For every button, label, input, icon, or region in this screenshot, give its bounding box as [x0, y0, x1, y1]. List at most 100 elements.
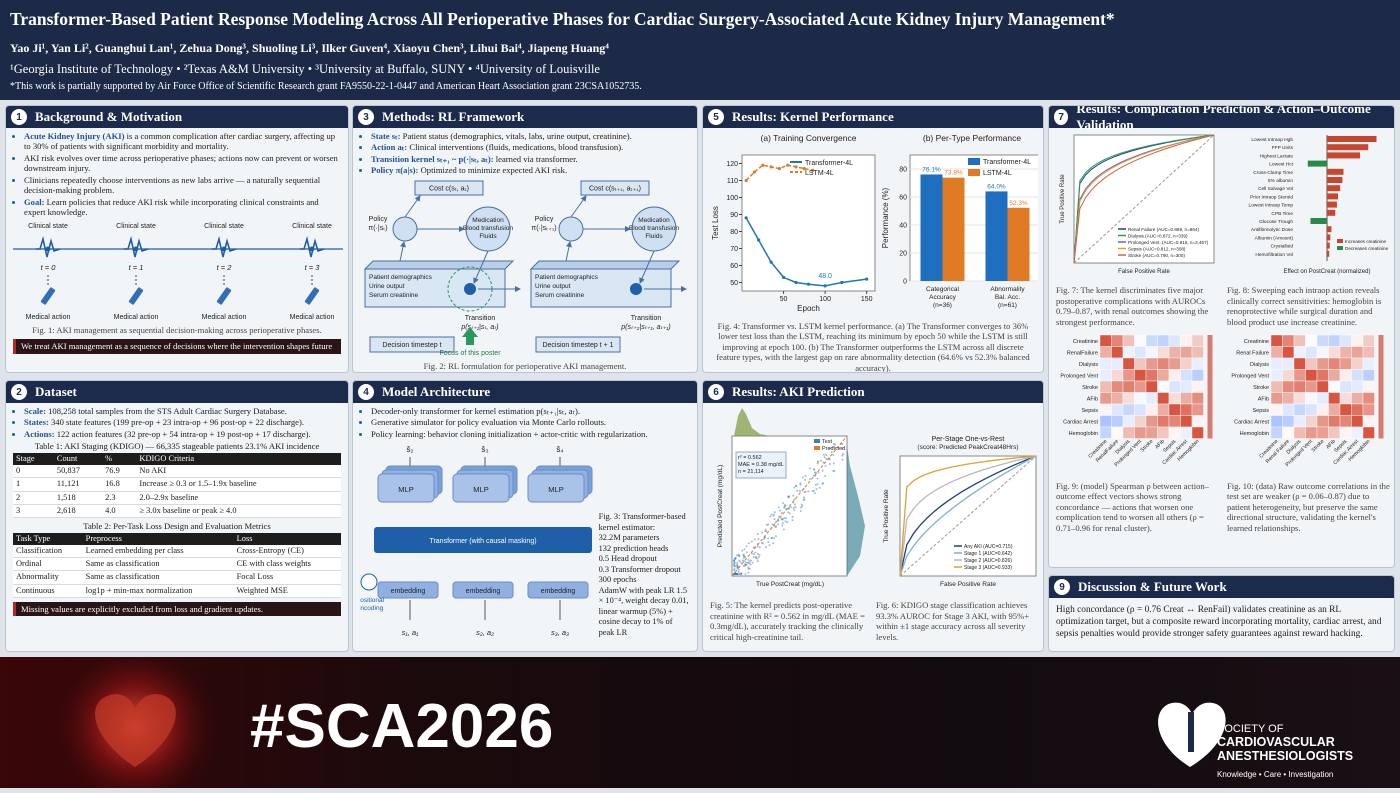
- x-tick-label: 50: [780, 296, 788, 303]
- row-label: Cardiac Arrest: [1063, 420, 1098, 426]
- chance-line: [899, 455, 1037, 577]
- mlp-box: [452, 473, 510, 503]
- caption: Fig. 2: RL formulation for perioperative…: [423, 360, 627, 371]
- bullet: Decoder-only transformer for kernel esti…: [371, 406, 690, 416]
- scatter-point: [736, 573, 739, 575]
- heatmap-cell: [1134, 358, 1147, 371]
- scatter-point: [774, 535, 777, 538]
- x-axis-label: Effect on PostCreat (normalized): [1284, 269, 1371, 275]
- scatter-point: [814, 483, 817, 486]
- y-tick-label: 20: [899, 251, 907, 258]
- x-axis-label: True PostCreat (mg/dL): [756, 581, 824, 588]
- scatter-point: [767, 541, 770, 544]
- bar-label: CPB Time: [1271, 211, 1293, 217]
- bar: [1327, 185, 1341, 192]
- bullet-text: Optimized to minimize expected AKI risk.: [418, 165, 568, 176]
- society-name: ANESTHESIOLOGISTS: [1217, 749, 1353, 763]
- scatter-point: [781, 518, 784, 521]
- callout: Missing values are explicitly excluded f…: [13, 601, 341, 617]
- scatter-point: [777, 506, 780, 509]
- panel-body: High concordance (ρ = 0.76 Creat ↔ RenFa…: [1049, 598, 1394, 644]
- scatter-point: [818, 486, 821, 489]
- embedding-label: embedding: [466, 588, 501, 595]
- scatter-point: [821, 469, 824, 472]
- heatmap-cell: [1316, 392, 1329, 405]
- point: [744, 178, 748, 183]
- scatter-point: [803, 490, 806, 493]
- cell: Continuous: [13, 584, 83, 598]
- mlp-label: MLP: [473, 485, 488, 494]
- panel-body: State sₜ: Patient status (demographics, …: [353, 128, 697, 372]
- heatmap-cell: [1134, 335, 1147, 348]
- cell: 16.8: [102, 477, 137, 492]
- heatmap-cell: [1339, 415, 1352, 428]
- heatmap-cell: [1122, 404, 1135, 417]
- scatter-point: [767, 537, 770, 540]
- stats-box: [735, 451, 787, 479]
- roc-curve: [1073, 134, 1215, 264]
- bullet: AKI risk evolves over time across periop…: [24, 153, 341, 174]
- state-label: Clinical state: [292, 223, 332, 230]
- legend-label: Dialysis (AUC=0.872, n=339): [1128, 234, 1188, 239]
- heatmap-cell: [1157, 392, 1170, 405]
- panel-heading: Discussion & Future Work: [1078, 579, 1227, 594]
- point: [752, 170, 757, 174]
- policy-node: [392, 216, 418, 242]
- input-label: s₃, a₃: [551, 628, 569, 637]
- policy-label: π(·|sₜ): [368, 225, 387, 232]
- state-node: [133, 246, 139, 252]
- scatter-point: [737, 568, 740, 571]
- panel-header: 3 Methods: RL Framework: [353, 106, 697, 128]
- figure: Renal Failure (AUC=0.869, n=864) Dialysis…: [1060, 134, 1215, 275]
- scatter-point: [747, 571, 750, 574]
- panel: 3 Methods: RL Framework State sₜ: Patient …: [352, 105, 698, 373]
- policy-node: [558, 216, 584, 242]
- scatter-point: [738, 554, 741, 557]
- heatmap-cell: [1122, 369, 1135, 382]
- scatter-point: [841, 443, 844, 445]
- y-tick-label: 60: [899, 195, 907, 202]
- table-header: Task Type Preprocess Loss: [13, 532, 341, 545]
- heatmap-cell: [1099, 381, 1112, 394]
- figure-row: r² = 0.562 MAE = 0.38 mg/dL n = 21,114 Test…: [710, 406, 1037, 644]
- bar: [942, 177, 965, 281]
- scatter-point: [801, 505, 804, 508]
- chart-title: Per-Stage One-vs-Rest: [932, 436, 1005, 443]
- timestep-label: Decision timestep t + 1: [542, 342, 613, 349]
- scatter-point: [795, 484, 798, 487]
- legend-label: LSTM-4L: [805, 170, 834, 177]
- scatter-point: [829, 447, 832, 450]
- bar: [1310, 218, 1327, 224]
- point: [744, 216, 748, 220]
- table: Task Type Preprocess Loss Classification Lea…: [13, 532, 341, 598]
- bar: [1327, 177, 1343, 183]
- spec: 132 prediction heads: [598, 543, 669, 553]
- figure: ŝ₂ MLP embedding s₁, a₁ ŝ₃ MLP embedding s₂, a₂…: [360, 445, 593, 637]
- bar-label: Hemofiltration Vol: [1255, 252, 1293, 258]
- heatmap-cell: [1157, 415, 1170, 428]
- caption: Fig. 4: Transformer vs. LSTM kernel perf…: [716, 321, 1030, 373]
- panel-header: 9 Discussion & Future Work: [1049, 576, 1394, 598]
- scatter-point: [733, 559, 736, 562]
- panel-heading: Methods: RL Framework: [382, 109, 525, 124]
- column-label: Stroke: [1140, 439, 1155, 454]
- heatmap-cell: [1362, 392, 1375, 405]
- scatter-point: [738, 573, 741, 575]
- bullet: State sₜ: Patient status (demographics, …: [371, 131, 690, 141]
- heatmap-cell: [1111, 415, 1124, 428]
- column-label: Stroke: [1311, 439, 1326, 454]
- bar: [1327, 242, 1330, 249]
- heatmap-cell: [1293, 381, 1306, 394]
- figure-cell: Creatinine Creatinine RenalFailure RenalFai…: [1056, 331, 1221, 535]
- heatmap-cell: [1362, 381, 1375, 394]
- figure-cell: Lowest Intraop Hgb FFP Units Highest Lacta…: [1227, 131, 1392, 329]
- scatter-point: [756, 532, 759, 535]
- legend-label: Renal Failure (AUC=0.869, n=864): [1128, 227, 1199, 232]
- caption: Fig. 10: (data) Raw outcome correlations…: [1227, 480, 1390, 533]
- bullet: Policy π(a|s): Optimized to minimize exp…: [371, 165, 690, 175]
- heatmap-cell: [1111, 381, 1124, 394]
- scatter-point: [736, 566, 739, 569]
- legend-label: Prolonged Vent. (AUC=0.816, n=2,467): [1128, 240, 1209, 245]
